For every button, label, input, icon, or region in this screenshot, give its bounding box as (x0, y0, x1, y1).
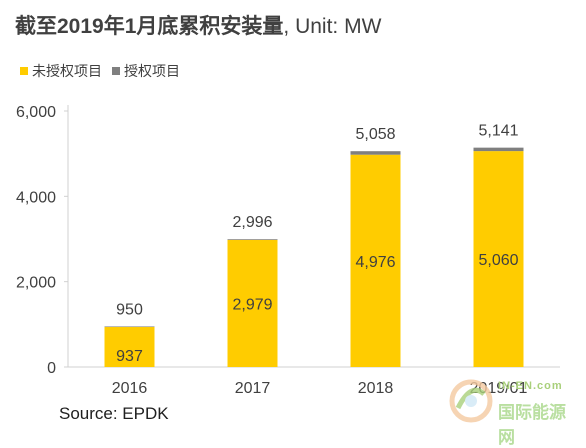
chart-title-main: 截至2019年1月底累积安装量 (15, 15, 284, 38)
bar-licensed-2 (350, 151, 401, 155)
legend-item-unlicensed: 未授权项目 (20, 61, 102, 81)
bar-unlicensed-1 (227, 239, 278, 367)
legend-label-licensed: 授权项目 (124, 63, 180, 79)
watermark-bottom-text: 国际能源网 (498, 403, 566, 447)
data-label-total-1: 2,996 (232, 214, 272, 231)
y-tick-label-2: 4,000 (16, 189, 56, 206)
watermark-logo-icon (449, 379, 493, 423)
legend-item-licensed: 授权项目 (112, 61, 180, 81)
chart-legend: 未授权项目 授权项目 (20, 61, 190, 81)
data-label-total-2: 5,058 (355, 126, 395, 143)
bar-unlicensed-2 (350, 154, 401, 367)
x-tick-label-0: 2016 (112, 380, 148, 397)
bar-unlicensed-3 (473, 151, 524, 367)
data-label-unlicensed-2: 4,976 (355, 254, 395, 271)
data-label-total-0: 950 (116, 301, 143, 318)
bar-licensed-0 (104, 326, 155, 328)
bar-unlicensed-0 (104, 327, 155, 367)
data-label-unlicensed-0: 937 (116, 348, 143, 365)
legend-label-unlicensed: 未授权项目 (32, 63, 102, 79)
bar-chart: 0 2,000 4,000 6,000 937 950 2016 2,979 2,996 2017… (16, 104, 560, 397)
chart-title-unit: , Unit: MW (283, 15, 382, 38)
y-tick-label-3: 6,000 (16, 104, 56, 121)
data-label-unlicensed-1: 2,979 (232, 296, 272, 313)
legend-swatch-licensed (112, 67, 120, 75)
y-tick-label-0: 0 (47, 360, 56, 377)
chart-title: 截至2019年1月底累积安装量, Unit: MW (15, 10, 381, 40)
bar-licensed-1 (227, 239, 278, 240)
watermark: IN-EN.com 国际能源网 (448, 376, 580, 447)
x-tick-label-1: 2017 (235, 380, 271, 397)
bar-licensed-3 (473, 147, 524, 152)
source-note: Source: EPDK (59, 404, 169, 423)
data-label-total-3: 5,141 (478, 123, 518, 140)
y-tick-label-1: 2,000 (16, 275, 56, 292)
legend-swatch-unlicensed (20, 67, 28, 75)
data-label-unlicensed-3: 5,060 (478, 252, 518, 269)
watermark-top-text: IN-EN.com (498, 380, 563, 392)
x-tick-label-2: 2018 (358, 380, 394, 397)
